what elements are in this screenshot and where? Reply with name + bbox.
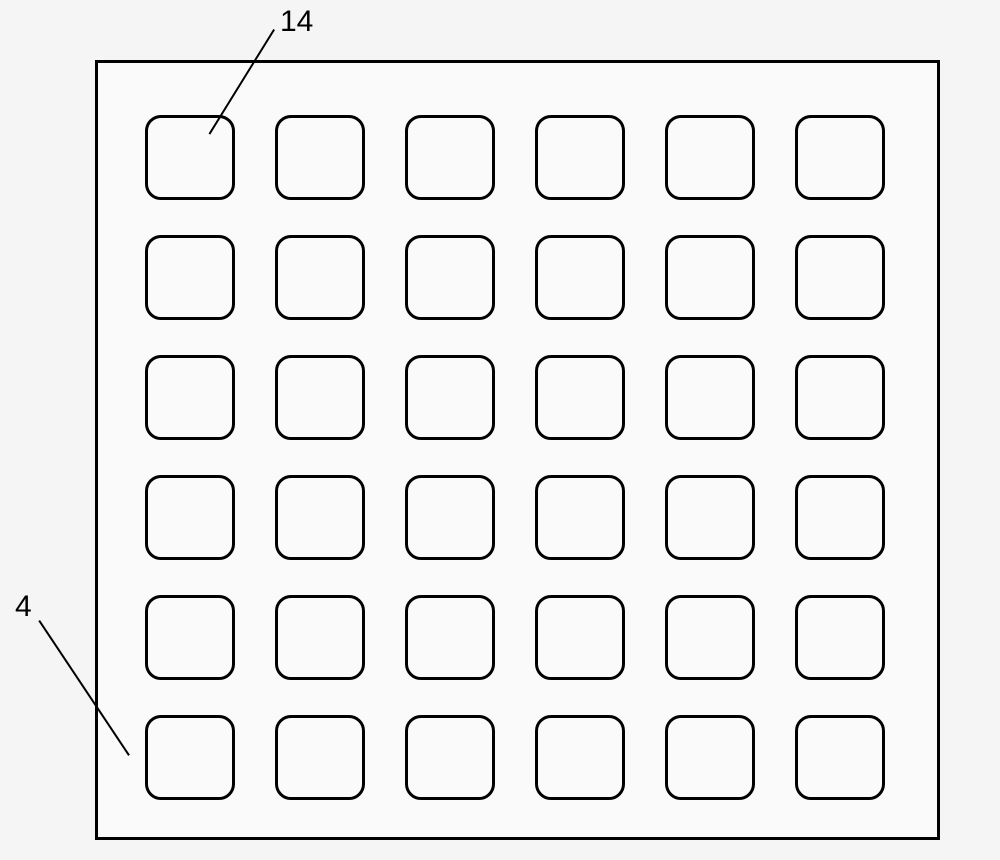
label-14: 14 <box>280 5 313 39</box>
grid-cell <box>405 475 495 560</box>
grid-cell <box>665 475 755 560</box>
grid-cell <box>795 595 885 680</box>
grid-cell <box>275 235 365 320</box>
grid-cell <box>665 115 755 200</box>
grid-cell <box>535 595 625 680</box>
grid-cell <box>535 715 625 800</box>
grid-cell <box>405 235 495 320</box>
grid-cell <box>795 235 885 320</box>
grid-cell <box>275 715 365 800</box>
grid-cell <box>535 115 625 200</box>
grid-cell <box>535 235 625 320</box>
grid-cell <box>535 475 625 560</box>
grid-cell <box>275 475 365 560</box>
grid-cell <box>405 715 495 800</box>
grid-cell <box>405 595 495 680</box>
grid-cell <box>665 595 755 680</box>
grid-cell <box>145 595 235 680</box>
grid-cell <box>665 715 755 800</box>
grid-cell <box>665 355 755 440</box>
label-4: 4 <box>15 590 32 624</box>
grid-cell <box>795 475 885 560</box>
grid-cell <box>405 355 495 440</box>
grid-cell <box>275 595 365 680</box>
grid-cell <box>275 115 365 200</box>
grid-cell <box>145 475 235 560</box>
grid-cell <box>665 235 755 320</box>
grid-cell <box>145 355 235 440</box>
grid-cell <box>145 715 235 800</box>
grid-cell <box>795 115 885 200</box>
grid-cell <box>795 715 885 800</box>
grid-cell <box>145 115 235 200</box>
grid-cell <box>535 355 625 440</box>
grid-cell <box>405 115 495 200</box>
grid-cell <box>145 235 235 320</box>
grid-cell <box>275 355 365 440</box>
grid-cell <box>795 355 885 440</box>
